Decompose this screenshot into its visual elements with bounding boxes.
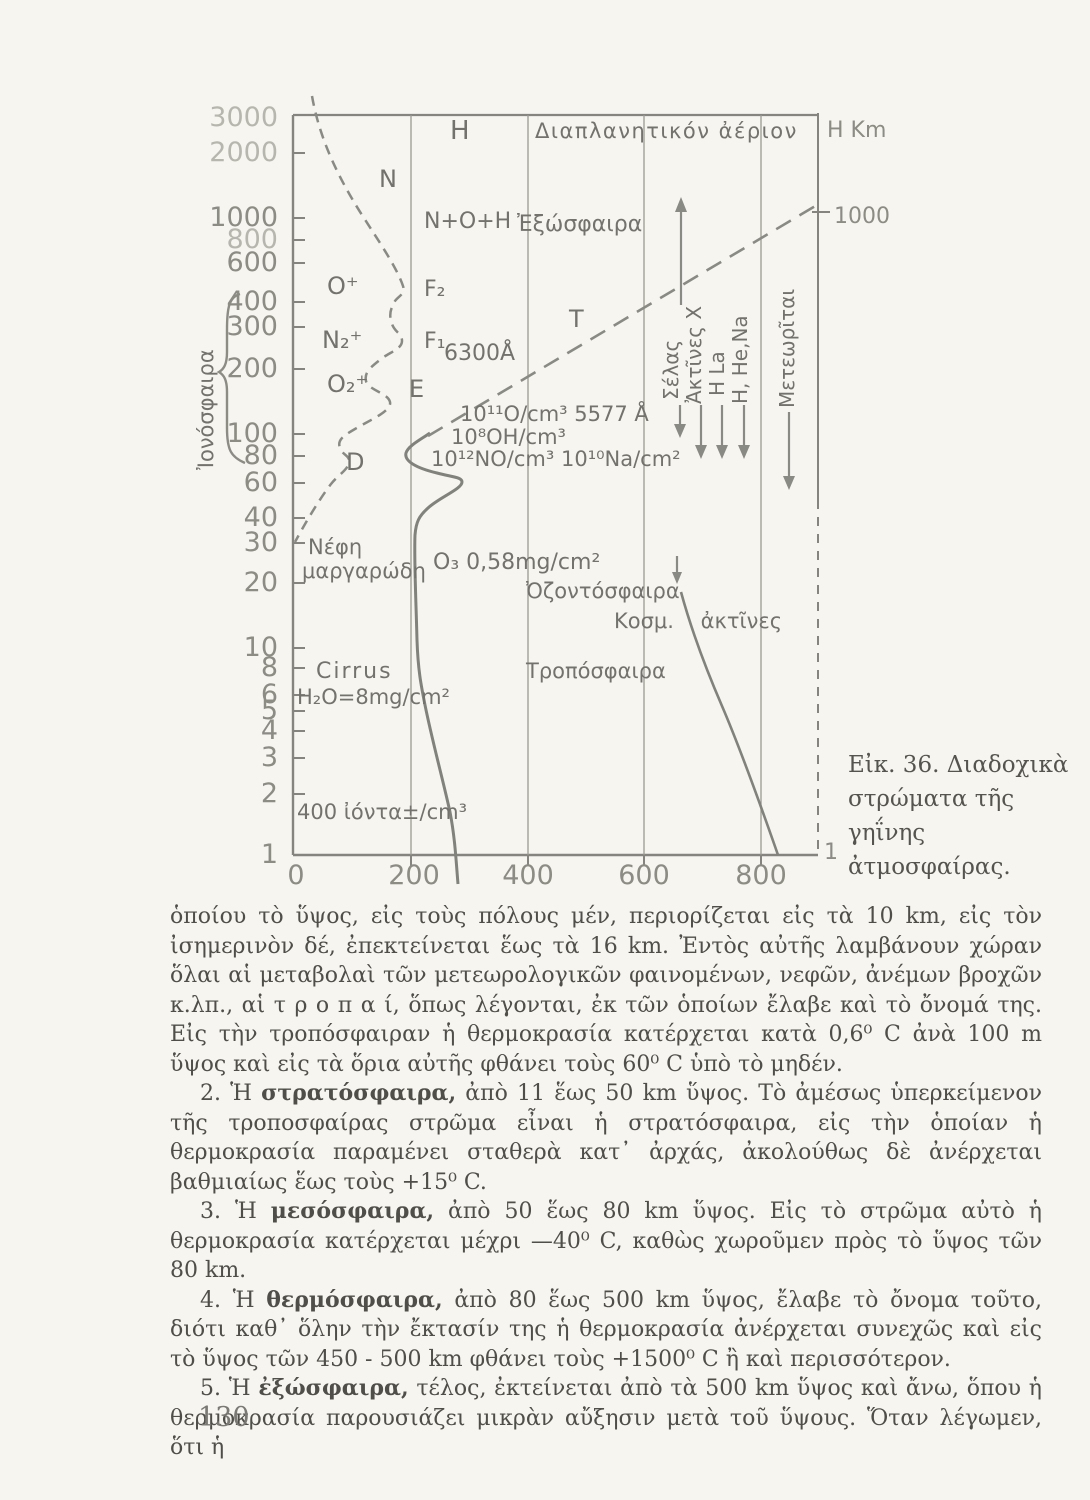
paragraph-bold-term: στρατόσφαιρα,: [261, 1080, 457, 1106]
right-axis-1: 1: [824, 840, 838, 865]
y-tick-label: 10: [243, 632, 278, 663]
wavelength-6300-label: 6300Å: [444, 341, 516, 366]
y-tick-label: 30: [243, 527, 278, 558]
atmosphere-diagram: [216, 95, 830, 885]
x-tick-label: 800: [735, 860, 787, 891]
x-axis-ticks: [410, 855, 762, 866]
h-he-na-label: H, He,Na: [728, 315, 752, 404]
y-tick-label: 6: [260, 679, 278, 710]
figure-caption-line: στρώματα τῆς: [848, 786, 1015, 812]
y-tick-label: 80: [243, 440, 278, 471]
y-tick-label: 40: [243, 502, 278, 533]
nacreous-clouds-label-line2: μαργαρώδη: [302, 559, 426, 583]
right-axis-unit: H Km: [827, 118, 887, 143]
meteorites-label: Μετεωρῖται: [775, 288, 799, 408]
y-tick-label: 20: [243, 567, 278, 598]
ions-density-label: 400 ἰόντα±/cm³: [297, 800, 468, 824]
y-tick-label: 2: [260, 778, 278, 809]
y-tick-label: 1000: [209, 202, 278, 233]
oxygen-density-label: 10¹¹O/cm³ 5577 Å: [460, 402, 649, 426]
oh-density-label: 10⁸OH/cm³: [451, 425, 566, 449]
body-text: ὁποίου τὸ ὕψος, εἰς τοὺς πόλους μέν, περ…: [170, 902, 1042, 1463]
y-tick-label: 600: [226, 247, 278, 278]
y-tick-label: 3000: [209, 102, 278, 133]
right-axis-1000: 1000: [834, 204, 890, 229]
nacreous-clouds-label-line1: Νέφη: [308, 535, 363, 559]
paragraph-mesosphere: 3. Ἡ μεσόσφαιρα, ἀπὸ 50 ἕως 80 km ὕψος. …: [170, 1197, 1042, 1286]
troposphere-label: Τροπόσφαιρα: [526, 659, 666, 683]
exosphere-label: Ἐξώσφαιρα: [517, 212, 643, 237]
paragraph-text: 3. Ἡ: [200, 1199, 271, 1224]
aurora-label: Σέλας: [659, 339, 683, 400]
figure-caption-line: ἀτμοσφαίρας.: [848, 854, 1011, 880]
paragraph-text: ἀπὸ 11 ἕως 50 km ὕψος. Τὸ ἀμέσως ὑπερκεί…: [170, 1081, 1042, 1195]
figure-caption: Εἰκ. 36. Διαδοχικὰ στρώματα τῆς γηΐνης ἀ…: [848, 748, 1078, 884]
y-tick-label: 5: [260, 695, 278, 726]
figure-caption-line: γηΐνης: [848, 820, 926, 846]
y-tick-label: 200: [226, 353, 278, 384]
y-tick-label: 8: [260, 652, 278, 683]
nitrogen-region-label: N: [379, 165, 397, 193]
y-tick-label: 800: [226, 224, 278, 255]
paragraph-bold-term: θερμόσφαιρα,: [266, 1286, 443, 1313]
paragraph-text: ὁποίου τὸ ὕψος, εἰς τοὺς πόλους μέν, περ…: [170, 904, 1042, 1077]
vertical-gridlines: [410, 115, 762, 855]
y-tick-label: 1: [260, 839, 278, 870]
o2-plus-ion-label: O₂⁺: [327, 370, 369, 398]
n2-plus-ion-label: N₂⁺: [322, 326, 363, 354]
paragraph-text: 5. Ἡ: [200, 1376, 259, 1401]
thermosphere-temp-line: [427, 200, 823, 438]
e-layer-label: E: [409, 375, 425, 403]
paragraph-text: τέλος, ἐκτείνεται ἀπὸ τὰ 500 km ὕψος καὶ…: [170, 1376, 1042, 1460]
y-tick-label: 60: [243, 467, 278, 498]
no-na-density-label: 10¹²NO/cm³ 10¹⁰Na/cm²: [431, 447, 681, 471]
temperature-line-label: T: [569, 305, 584, 333]
y-tick-label: 2000: [209, 137, 278, 168]
d-layer-label: D: [346, 448, 365, 476]
ozonosphere-label: Ὀζοντόσφαιρα: [526, 579, 680, 603]
ionosphere-brace: [216, 292, 246, 465]
temperature-curve: [404, 431, 464, 885]
f2-layer-label: F₂: [424, 277, 446, 302]
ionosphere-label: Ἰονόσφαιρα: [194, 349, 218, 470]
x-tick-label: 200: [388, 860, 440, 891]
y-tick-label: 100: [226, 418, 278, 449]
hydrogen-region-label: H: [450, 116, 470, 146]
y-axis-ticks: [293, 152, 305, 795]
cosmic-ray-curve: [679, 591, 780, 856]
y-tick-label: 400: [226, 286, 278, 317]
paragraph-thermosphere: 4. Ἡ θερμόσφαιρα, ἀπὸ 80 ἕως 500 km ὕψος…: [170, 1286, 1042, 1375]
page-number: 130: [198, 1402, 250, 1433]
paragraph-text: 2. Ἡ: [200, 1081, 262, 1106]
f1-layer-label: F₁: [424, 329, 446, 354]
xrays-label: Ἀκτῖνες X: [682, 305, 706, 404]
x-tick-label: 400: [502, 860, 554, 891]
paragraph-troposphere-continuation: ὁποίου τὸ ὕψος, εἰς τοὺς πόλους μέν, περ…: [170, 902, 1042, 1079]
flux-arrows: [672, 197, 795, 584]
paragraph-bold-term: μεσόσφαιρα,: [270, 1198, 435, 1224]
y-tick-label: 300: [226, 311, 278, 342]
paragraph-text: ἀπὸ 50 ἕως 80 km ὕψος. Εἰς τὸ στρῶμα αὐτ…: [170, 1199, 1042, 1283]
o-plus-ion-label: O⁺: [327, 272, 359, 300]
ozone-amount-label: O₃ 0,58mg/cm²: [433, 550, 601, 575]
y-tick-label: 3: [260, 742, 278, 773]
x-tick-label: 600: [618, 860, 670, 891]
electron-density-curve: [293, 95, 405, 543]
aurora-up-arrow-head: [675, 197, 687, 212]
figure-caption-line: Εἰκ. 36. Διαδοχικὰ: [848, 752, 1069, 778]
paragraph-exosphere: 5. Ἡ ἐξώσφαιρα, τέλος, ἐκτείνεται ἀπὸ τὰ…: [170, 1374, 1042, 1463]
h-lyman-alpha-label: H La: [705, 351, 729, 396]
x-tick-label: 0: [287, 860, 305, 891]
water-vapor-label: H₂O=8mg/cm²: [297, 685, 450, 709]
cirrus-label: Cirrus: [316, 659, 393, 684]
y-tick-label: 4: [260, 715, 278, 746]
paragraph-bold-term: ἐξώσφαιρα,: [258, 1375, 409, 1401]
paragraph-stratosphere: 2. Ἡ στρατόσφαιρα, ἀπὸ 11 ἕως 50 km ὕψος…: [170, 1079, 1042, 1197]
paragraph-text: 4. Ἡ: [200, 1287, 267, 1313]
interplanetary-gas-label: Διαπλανητικόν ἀέριον: [535, 119, 798, 143]
cosmic-rays-label: Κοσμ. ἀκτῖνες: [614, 609, 783, 633]
paragraph-text: ἀπὸ 80 ἕως 500 km ὕψος, ἔλαβε τὸ ὄνομα τ…: [170, 1287, 1042, 1372]
noh-region-label: N+O+H: [424, 209, 512, 234]
